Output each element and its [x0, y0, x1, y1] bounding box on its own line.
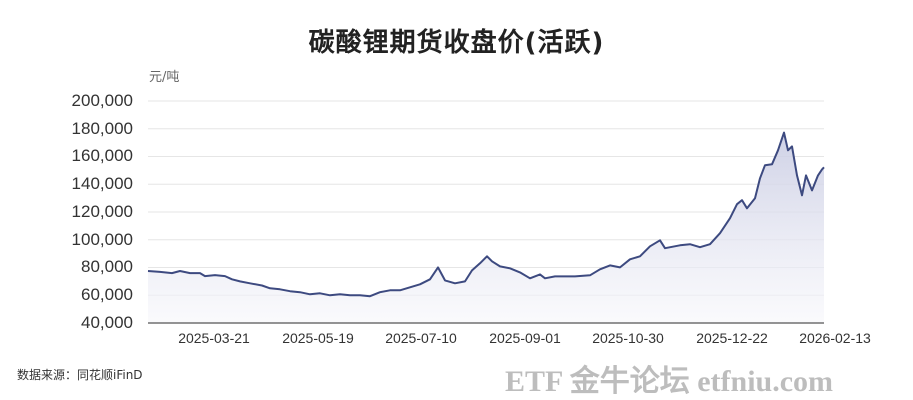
- y-tick-label: 40,000: [81, 313, 133, 332]
- x-tick-label: 2026-02-13: [799, 330, 871, 346]
- x-tick-label: 2025-03-21: [178, 330, 250, 346]
- y-tick-label: 60,000: [81, 285, 133, 304]
- y-tick-label: 200,000: [71, 91, 133, 110]
- y-tick-label: 140,000: [71, 174, 133, 193]
- x-tick-label: 2025-05-19: [282, 330, 354, 346]
- x-tick-label: 2025-07-10: [385, 330, 457, 346]
- price-area-fill: [148, 132, 824, 323]
- y-tick-label: 120,000: [71, 202, 133, 221]
- x-tick-label: 2025-09-01: [489, 330, 561, 346]
- y-tick-label: 100,000: [71, 230, 133, 249]
- chart-title: 碳酸锂期货收盘价(活跃): [308, 28, 605, 58]
- x-tick-label: 2025-10-30: [592, 330, 664, 346]
- y-axis-unit-label: 元/吨: [149, 70, 180, 85]
- y-tick-label: 160,000: [71, 146, 133, 165]
- watermark-text: ETF 金牛论坛 etfniu.com: [505, 365, 834, 398]
- y-tick-label: 80,000: [81, 257, 133, 276]
- x-tick-label: 2025-12-22: [696, 330, 768, 346]
- price-line: [147, 131, 825, 298]
- data-source-label: 数据来源：同花顺iFinD: [17, 368, 143, 382]
- y-tick-label: 180,000: [71, 119, 133, 138]
